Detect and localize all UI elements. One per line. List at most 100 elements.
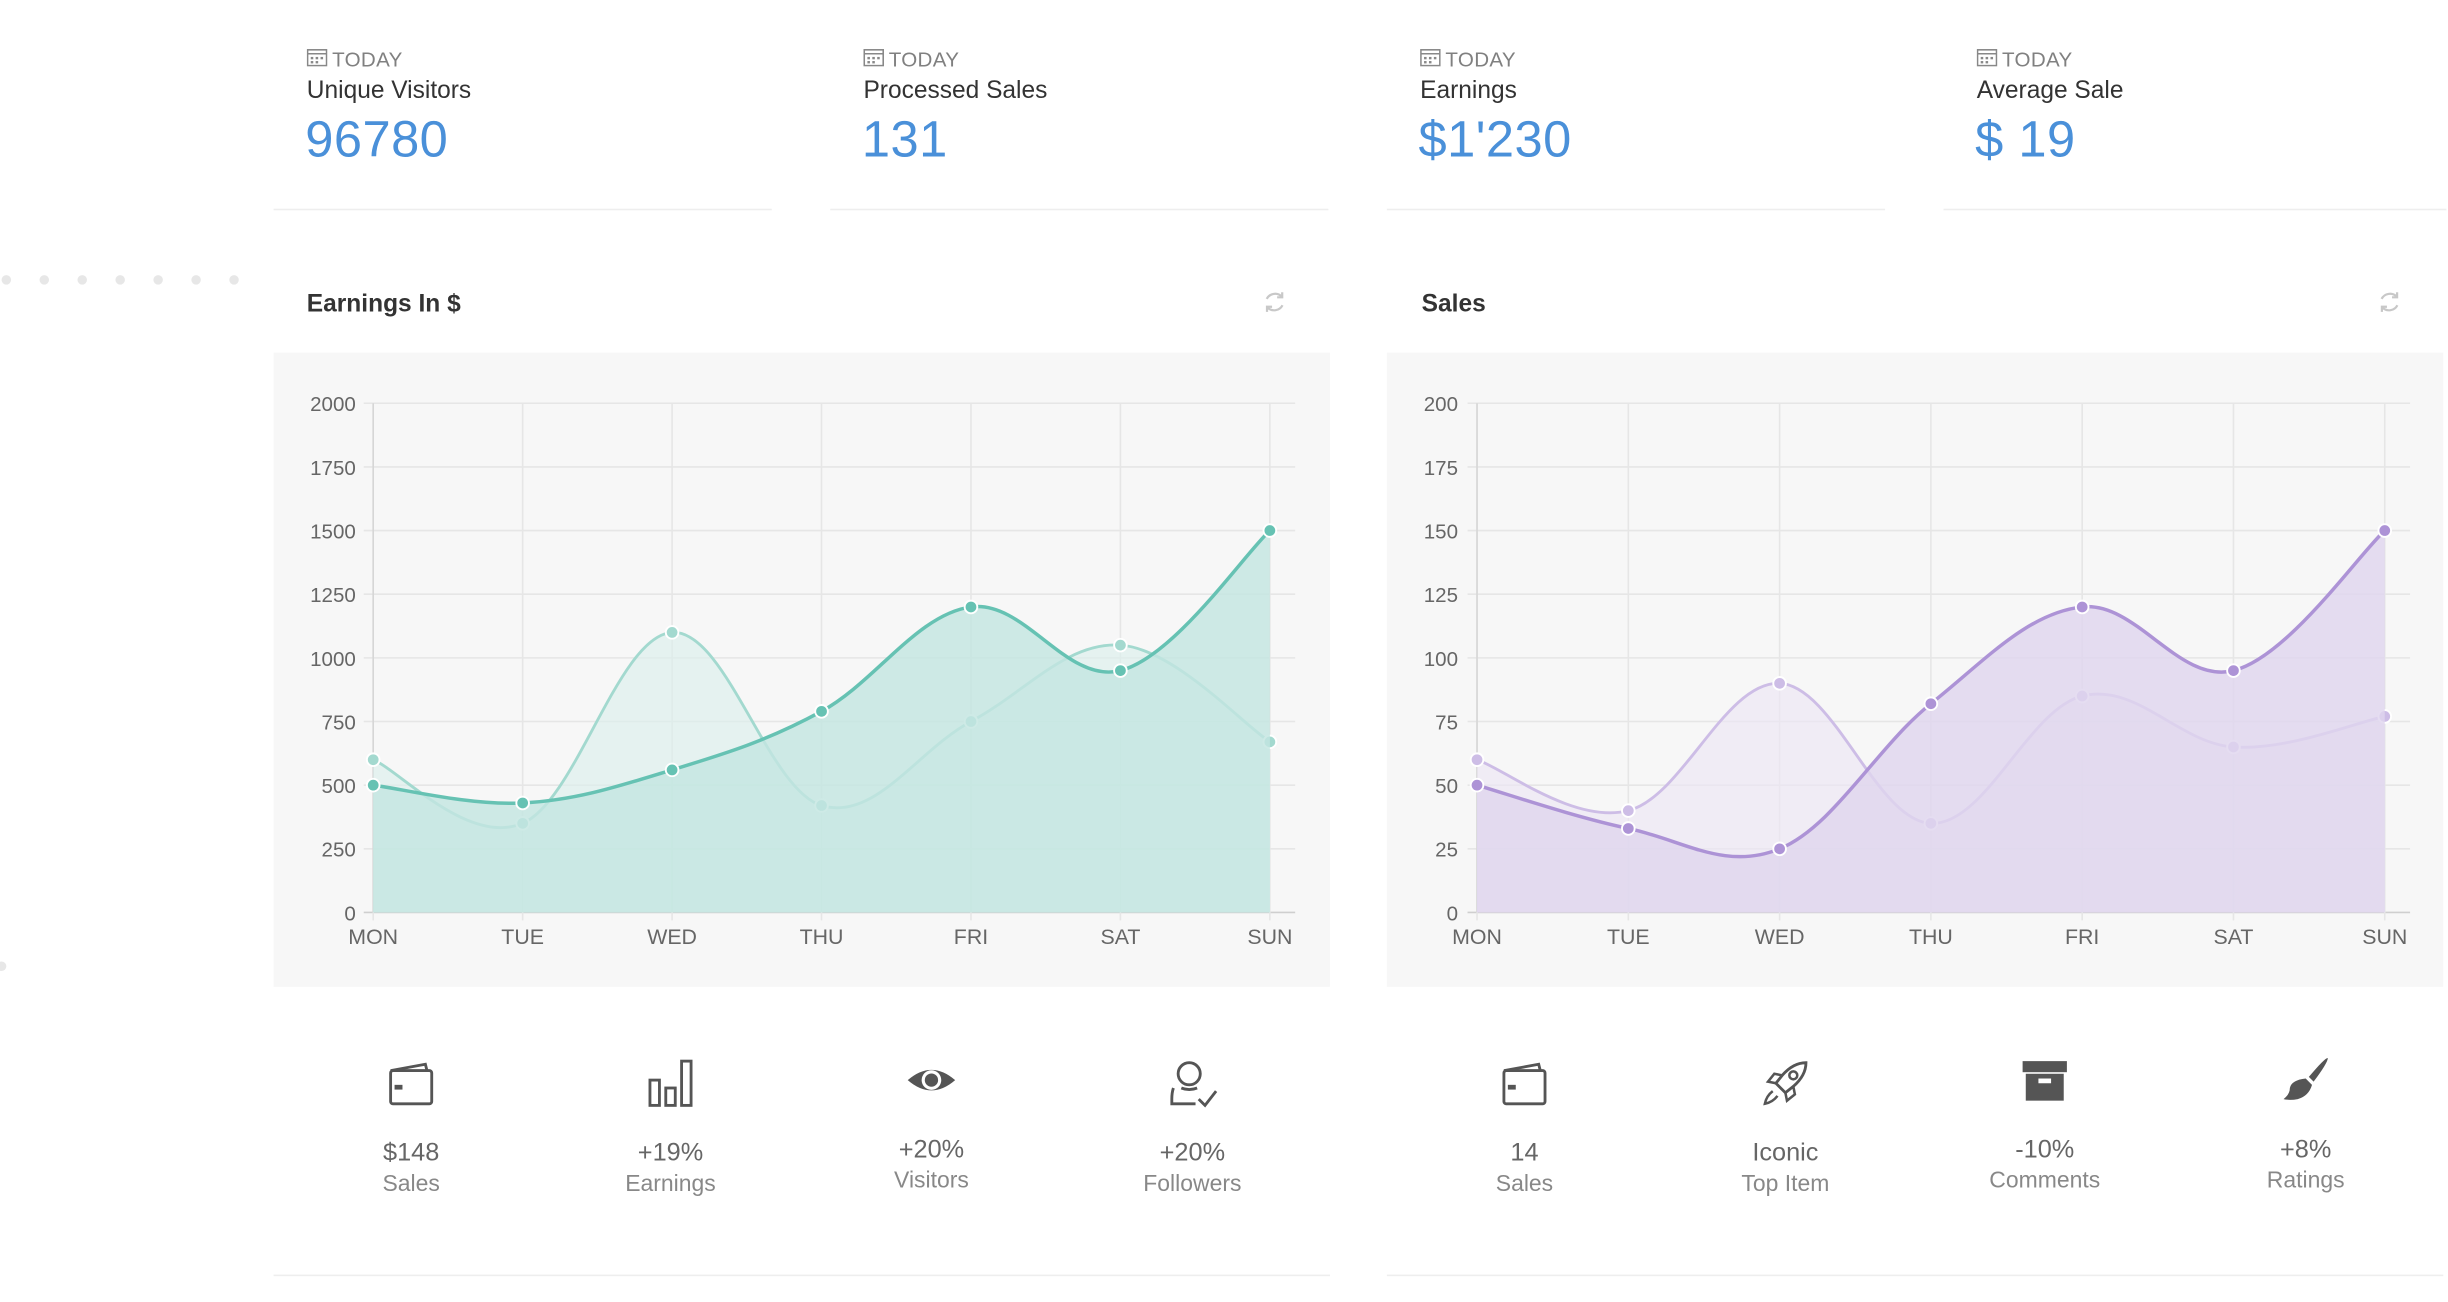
stat-card-unique-visitors: TODAY Unique Visitors 96780 — [273, 0, 772, 211]
stat-label: Average Sale — [1976, 77, 2124, 105]
wallet-icon — [384, 1056, 438, 1110]
stat-card-processed-sales: TODAY Processed Sales 131 — [830, 0, 1329, 211]
y-tick-label: 75 — [1435, 711, 1458, 734]
x-tick-label: TUE — [501, 925, 544, 949]
calendar-icon — [306, 47, 328, 71]
metric-value: $148 — [383, 1140, 440, 1168]
series-0-point — [1262, 523, 1278, 538]
metric-label: Visitors — [894, 1168, 969, 1194]
stat-card-earnings: TODAY Earnings $1'230 — [1386, 0, 1886, 211]
y-tick-label: 200 — [1424, 393, 1458, 416]
x-tick-label: SUN — [2362, 925, 2407, 949]
earnings-chart-title: Earnings In $ — [306, 290, 461, 318]
metric-label: Top Item — [1741, 1171, 1830, 1198]
stat-card-average-sale: TODAY Average Sale $ 19 — [1943, 0, 2447, 211]
archive-icon — [2018, 1053, 2072, 1107]
eye-icon — [905, 1053, 959, 1107]
stat-period: TODAY — [332, 47, 403, 72]
metric-label: Comments — [1989, 1168, 2101, 1194]
series-0-point — [1923, 696, 1939, 711]
stat-label: Processed Sales — [863, 77, 1048, 105]
metric-ratings: +8% Ratings — [2211, 1053, 2401, 1194]
series-1-point — [365, 752, 381, 767]
wallet-icon — [1498, 1056, 1552, 1110]
series-0-point — [2377, 523, 2393, 538]
x-tick-label: THU — [1909, 925, 1953, 949]
metric-followers: +20% Followers — [1097, 1056, 1287, 1197]
series-0-area — [373, 530, 1270, 913]
metric-label: Sales — [382, 1171, 440, 1198]
series-0-point — [664, 762, 680, 778]
y-tick-label: 2000 — [310, 393, 356, 416]
sales-chart-title: Sales — [1421, 290, 1486, 318]
x-tick-label: TUE — [1607, 925, 1650, 949]
x-tick-label: SUN — [1247, 925, 1292, 949]
metric-value: Iconic — [1752, 1140, 1819, 1168]
y-tick-label: 500 — [322, 775, 356, 798]
metric-comments: -10% Comments — [1950, 1053, 2140, 1194]
earnings-chart: 0 250 500 750 1000 1250 1500 1750 2000 MON TUE WED T… — [310, 393, 1296, 949]
y-tick-label: 150 — [1424, 520, 1458, 543]
series-0-point — [2226, 663, 2241, 678]
y-tick-label: 125 — [1424, 584, 1458, 607]
y-tick-label: 0 — [344, 902, 355, 925]
sales-chart: 0 25 50 75 100 125 150 175 200 MON TUE WED THU FRI SAT… — [1424, 393, 2411, 949]
y-tick-label: 25 — [1435, 839, 1458, 862]
y-tick-label: 175 — [1424, 457, 1458, 480]
series-1-point — [1113, 637, 1128, 653]
y-tick-label: 1750 — [310, 457, 356, 480]
x-tick-label: FRI — [2065, 925, 2099, 949]
x-tick-label: WED — [647, 925, 697, 949]
divider — [1386, 1274, 2444, 1277]
divider — [273, 1274, 1330, 1277]
series-0-point — [515, 795, 530, 811]
y-tick-label: 50 — [1435, 775, 1458, 798]
series-0-point — [1469, 777, 1485, 793]
series-1-point — [1772, 676, 1787, 691]
series-0-point — [814, 704, 829, 719]
refresh-icon[interactable] — [2377, 289, 2402, 314]
series-1-point — [1621, 803, 1636, 818]
y-tick-label: 100 — [1424, 648, 1458, 671]
metric-value: -10% — [2015, 1137, 2075, 1164]
brush-icon — [2279, 1053, 2333, 1107]
series-0-point — [2074, 599, 2090, 615]
calendar-icon — [863, 47, 885, 71]
x-tick-label: MON — [348, 925, 398, 949]
x-tick-label: SAT — [1100, 925, 1140, 949]
metric-top-item: Iconic Top Item — [1691, 1056, 1881, 1197]
stat-label: Earnings — [1420, 77, 1517, 105]
series-0-point — [1772, 841, 1787, 857]
metric-sales: $148 Sales — [316, 1056, 506, 1197]
y-tick-label: 750 — [322, 711, 356, 734]
y-tick-label: 1000 — [310, 648, 356, 671]
series-0-point — [963, 599, 979, 615]
bar-chart-icon — [644, 1056, 698, 1110]
metric-earnings: +19% Earnings — [576, 1056, 766, 1197]
user-check-icon — [1165, 1056, 1219, 1110]
stat-value: $1'230 — [1418, 110, 1572, 168]
y-tick-label: 0 — [1447, 902, 1458, 925]
stat-value: $ 19 — [1975, 110, 2076, 168]
x-tick-label: WED — [1755, 925, 1805, 949]
series-1-point — [664, 625, 680, 640]
stat-value: 131 — [861, 110, 948, 168]
stat-value: 96780 — [305, 110, 449, 168]
y-tick-label: 250 — [322, 839, 356, 862]
stat-period: TODAY — [1445, 47, 1516, 72]
metric-label: Sales — [1495, 1171, 1554, 1198]
x-tick-label: FRI — [954, 925, 988, 949]
series-0-point — [1113, 663, 1128, 678]
rocket-icon — [1759, 1056, 1813, 1110]
metric-value: +20% — [1159, 1140, 1226, 1168]
metric-value: +19% — [637, 1140, 704, 1168]
stat-period: TODAY — [2002, 47, 2073, 72]
x-tick-label: SAT — [2214, 925, 2254, 949]
stat-label: Unique Visitors — [306, 77, 472, 105]
refresh-icon[interactable] — [1262, 289, 1287, 314]
series-0-point — [365, 777, 381, 793]
metric-sales-count: 14 Sales — [1430, 1056, 1620, 1197]
stat-period: TODAY — [888, 47, 960, 72]
